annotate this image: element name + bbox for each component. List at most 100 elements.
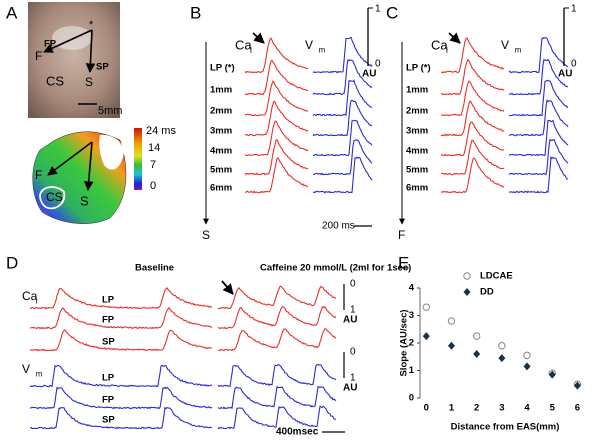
trace-label: V	[501, 38, 509, 52]
trace	[244, 59, 309, 96]
condition-label: Caffeine 20 mmol/L (2ml for 1sec)	[260, 263, 411, 274]
condition-label: Baseline	[135, 263, 174, 274]
photo-label: *	[89, 19, 94, 31]
trace	[29, 306, 213, 330]
photo-label: SP	[96, 62, 109, 73]
trace	[440, 139, 505, 176]
y-axis-label: Slope (AU/sec)	[399, 309, 410, 376]
trace	[312, 139, 373, 176]
row-label: 1mm	[210, 85, 232, 96]
photo-label: S	[85, 75, 93, 89]
row-label: LP	[102, 295, 115, 306]
trace-label: Ca	[431, 37, 448, 52]
point	[447, 317, 456, 325]
trace	[508, 99, 569, 137]
x-tick-label: 6	[575, 403, 580, 414]
point	[523, 351, 531, 360]
trace-label: V	[305, 38, 313, 52]
x-tick-label: 5	[550, 403, 556, 414]
trace	[312, 99, 373, 137]
y-tick-label: 3	[409, 310, 414, 321]
point	[422, 332, 430, 341]
row-label: 6mm	[210, 183, 232, 194]
row-label: FP	[102, 395, 115, 406]
time-scale-label: 400msec	[276, 427, 319, 438]
panel-label: C	[386, 3, 398, 22]
row-label: 3mm	[210, 126, 232, 137]
legend-label: DD	[480, 287, 494, 298]
scale-label: AU	[558, 69, 572, 80]
point	[548, 370, 556, 379]
row-label: SP	[102, 337, 115, 348]
colorbar-label: 14	[148, 142, 160, 154]
colorbar	[134, 128, 142, 190]
trace	[244, 157, 309, 194]
trace-label: Ca	[235, 37, 252, 52]
panel-label: D	[6, 253, 18, 272]
trace	[508, 138, 569, 176]
trace	[217, 405, 337, 430]
x-axis-label: Distance from EAS(mm)	[451, 422, 560, 433]
point	[573, 381, 581, 390]
photo-label: CS	[46, 73, 64, 88]
cs-outline	[39, 186, 66, 210]
direction-label: F	[398, 228, 405, 242]
direction-label: S	[202, 228, 210, 242]
row-label: 2mm	[210, 106, 232, 117]
point	[472, 332, 481, 340]
trace	[29, 329, 213, 352]
point	[523, 362, 531, 371]
trace	[440, 100, 505, 137]
trace	[508, 58, 568, 96]
trace-label: V	[22, 362, 30, 376]
map-label: S	[80, 193, 89, 208]
trace	[508, 119, 569, 157]
photo-label: FP	[44, 39, 57, 50]
trace	[217, 385, 337, 410]
panel-label: B	[190, 3, 201, 22]
point	[498, 342, 506, 350]
row-label: 5mm	[210, 165, 232, 176]
trace	[244, 120, 309, 157]
arrow	[47, 141, 93, 176]
trace	[440, 58, 505, 96]
trace-label: Ca	[22, 289, 38, 303]
trace-label-sub: i	[446, 45, 448, 55]
scale-label: AU	[343, 315, 357, 326]
pointer-arrow	[221, 280, 234, 295]
point	[422, 303, 430, 311]
trace	[217, 363, 337, 388]
trace	[30, 406, 213, 430]
photo-label: F	[35, 49, 42, 63]
trace	[244, 37, 309, 74]
trace	[217, 285, 337, 310]
scale-label: 1	[375, 4, 381, 15]
arrow	[85, 29, 96, 73]
trace-label-sub: m	[515, 45, 522, 54]
y-tick-label: 4	[409, 283, 415, 294]
arrow	[83, 141, 94, 191]
trace	[217, 305, 337, 330]
scale-label: 0	[350, 279, 356, 290]
labels: A * FP F CS S SP 5mm F CS S 24 ms 14 7 0…	[6, 3, 409, 272]
scale-label: 0	[375, 59, 381, 70]
legend-marker	[463, 272, 471, 280]
panel-label: A	[6, 3, 18, 22]
row-label: 6mm	[406, 183, 428, 194]
colorbar-label: 0	[150, 180, 156, 192]
row-label: 1mm	[406, 85, 428, 96]
x-tick-label: 0	[424, 403, 429, 414]
trace	[244, 138, 309, 176]
point	[498, 354, 506, 363]
y-tick-label: 0	[409, 393, 414, 404]
map-label: F	[35, 168, 42, 182]
trace	[508, 36, 569, 74]
scale-label: 0	[350, 347, 356, 358]
legend-marker	[463, 288, 471, 296]
point	[447, 341, 455, 350]
pointer-arrow	[448, 32, 461, 44]
row-label: 4mm	[210, 146, 232, 157]
legend-label: LDCAE	[480, 271, 513, 282]
y-tick-label: 2	[409, 338, 414, 349]
